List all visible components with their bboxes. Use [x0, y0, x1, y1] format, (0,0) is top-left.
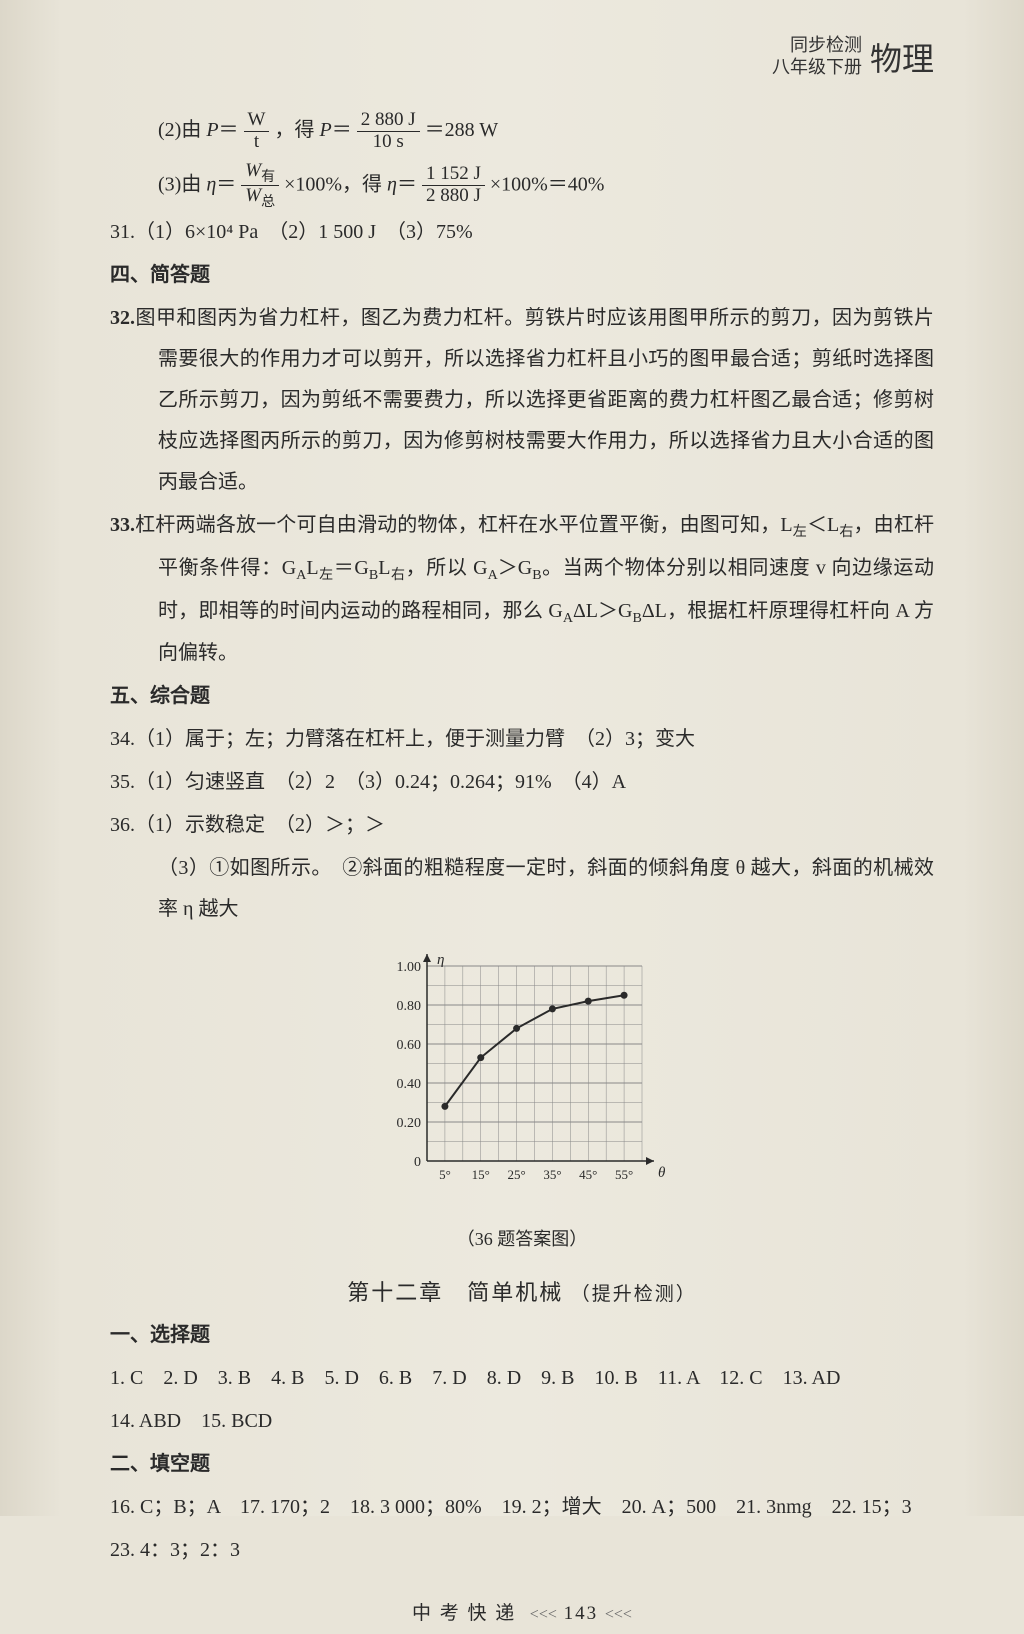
eq-prefix: (2)由 [158, 119, 206, 141]
svg-text:15°: 15° [472, 1167, 490, 1182]
var-P2: P＝ [319, 119, 351, 141]
svg-text:0.20: 0.20 [397, 1116, 422, 1131]
var-P: P＝ [206, 119, 238, 141]
svg-text:25°: 25° [507, 1167, 525, 1182]
mc-row1: 1. C 2. D 3. B 4. B 5. D 6. B 7. D 8. D … [110, 1358, 934, 1399]
q36-3: （3）①如图所示。 ②斜面的粗糙程度一定时，斜面的倾斜角度 θ 越大，斜面的机械… [110, 848, 934, 930]
q32: 32.图甲和图丙为省力杠杆，图乙为费力杠杆。剪铁片时应该用图甲所示的剪刀，因为剪… [110, 298, 934, 503]
eq-30-2: (2)由 P＝ W t ，得 P＝ 2 880 J 10 s ＝288 W [110, 110, 934, 153]
svg-text:35°: 35° [543, 1167, 561, 1182]
eq-mid: ×100%，得 [284, 173, 387, 195]
eq-prefix: (3)由 [158, 173, 206, 195]
q34: 34.（1）属于；左；力臂落在杠杆上，便于测量力臂 （2）3；变大 [110, 719, 934, 760]
header-subject: 物理 [870, 34, 934, 80]
fb-row2: 23. 4：3；2：3 [110, 1530, 934, 1571]
footer-page: 143 [564, 1603, 599, 1624]
var-eta: η＝ [206, 173, 236, 195]
page-header: 同步检测 八年级下册 物理 [772, 34, 934, 80]
fb-row1: 16. C；B；A 17. 170；2 18. 3 000；80% 19. 2；… [110, 1487, 934, 1528]
chart-caption: （36 题答案图） [110, 1221, 934, 1258]
frac-2880-10: 2 880 J 10 s [357, 110, 420, 153]
page-footer: 中 考 快 递 <<< 143 <<< [110, 1595, 934, 1634]
svg-text:5°: 5° [439, 1167, 451, 1182]
mc-row2: 14. ABD 15. BCD [110, 1401, 934, 1442]
header-line1: 同步检测 [772, 35, 862, 57]
svg-text:0.60: 0.60 [397, 1038, 422, 1053]
var-eta2: η＝ [387, 173, 417, 195]
chapter-main: 第十二章 简单机械 [347, 1280, 563, 1305]
q35: 35.（1）匀速竖直 （2）2 （3）0.24；0.264；91% （4）A [110, 762, 934, 803]
footer-arrows-left: <<< [530, 1606, 557, 1623]
svg-text:0: 0 [414, 1155, 421, 1170]
svg-text:45°: 45° [579, 1167, 597, 1182]
svg-text:0.80: 0.80 [397, 999, 422, 1014]
section-5-title: 五、综合题 [110, 676, 934, 717]
q32-prefix: 32. [110, 307, 135, 329]
svg-text:55°: 55° [615, 1167, 633, 1182]
svg-text:1.00: 1.00 [397, 960, 422, 975]
q31: 31.（1）6×10⁴ Pa （2）1 500 J （3）75% [110, 212, 934, 253]
eq-30-3: (3)由 η＝ W有 W总 ×100%，得 η＝ 1 152 J 2 880 J… [110, 161, 934, 210]
eq-mid: ，得 [274, 119, 319, 141]
q33-prefix: 33. [110, 514, 135, 536]
chapter-sub: （提升检测） [571, 1284, 697, 1305]
chart-svg: 0.20 0.40 0.60 0.80 1.00 0 5° 15° 25° 35° 45° 55° η θ [372, 946, 672, 1196]
frac-wy-wz: W有 W总 [241, 161, 279, 210]
frac-w-t: W t [244, 110, 270, 153]
chapter-title: 第十二章 简单机械 （提升检测） [110, 1270, 934, 1315]
svg-text:η: η [437, 952, 444, 968]
footer-arrows-right: <<< [605, 1606, 632, 1623]
q32-text: 图甲和图丙为省力杠杆，图乙为费力杠杆。剪铁片时应该用图甲所示的剪刀，因为剪铁片需… [135, 307, 934, 493]
frac-1152-2880: 1 152 J 2 880 J [422, 164, 485, 207]
section-1-title: 一、选择题 [110, 1315, 934, 1356]
svg-text:0.40: 0.40 [397, 1077, 422, 1092]
footer-title: 中 考 快 递 [412, 1603, 516, 1624]
eq-result: ＝288 W [425, 119, 499, 141]
chart-36: 0.20 0.40 0.60 0.80 1.00 0 5° 15° 25° 35° 45° 55° η θ… [110, 946, 934, 1258]
eq-result: ×100%＝40% [490, 173, 605, 195]
q33: 33.杠杆两端各放一个可自由滑动的物体，杠杆在水平位置平衡，由图可知，L左＜L右… [110, 505, 934, 674]
q36-1: 36.（1）示数稳定 （2）＞；＞ [110, 805, 934, 846]
svg-text:θ: θ [658, 1165, 666, 1181]
section-4-title: 四、简答题 [110, 255, 934, 296]
header-line2: 八年级下册 [772, 57, 862, 79]
section-2-title: 二、填空题 [110, 1444, 934, 1485]
